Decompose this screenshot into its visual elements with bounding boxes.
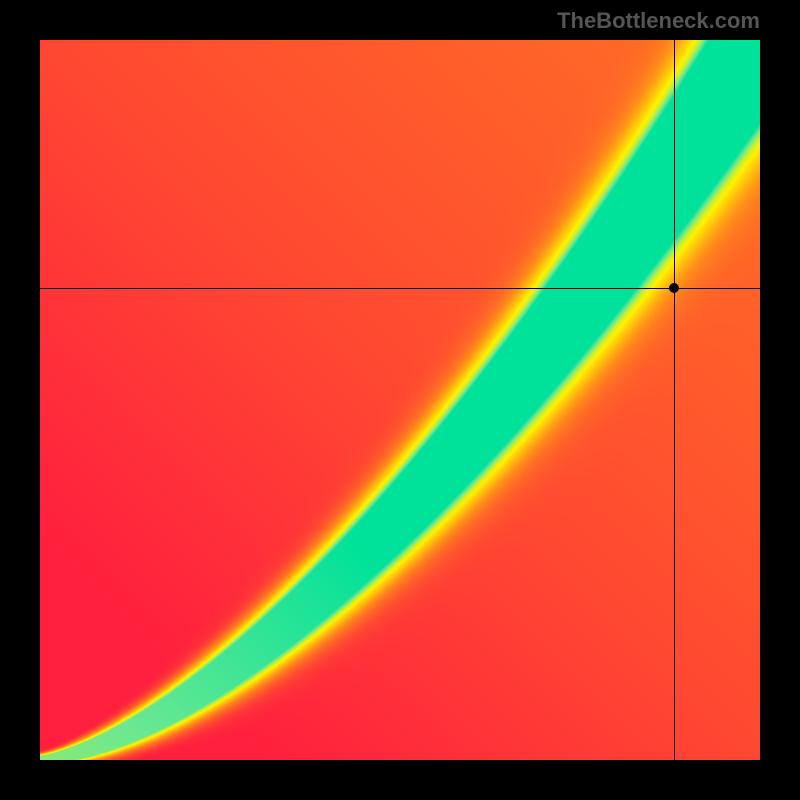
heatmap-plot-area <box>40 40 760 760</box>
crosshair-marker[interactable] <box>669 283 679 293</box>
watermark-text: TheBottleneck.com <box>557 8 760 34</box>
chart-container: TheBottleneck.com <box>0 0 800 800</box>
crosshair-vertical <box>674 40 675 760</box>
crosshair-horizontal <box>40 288 760 289</box>
heatmap-canvas <box>40 40 760 760</box>
